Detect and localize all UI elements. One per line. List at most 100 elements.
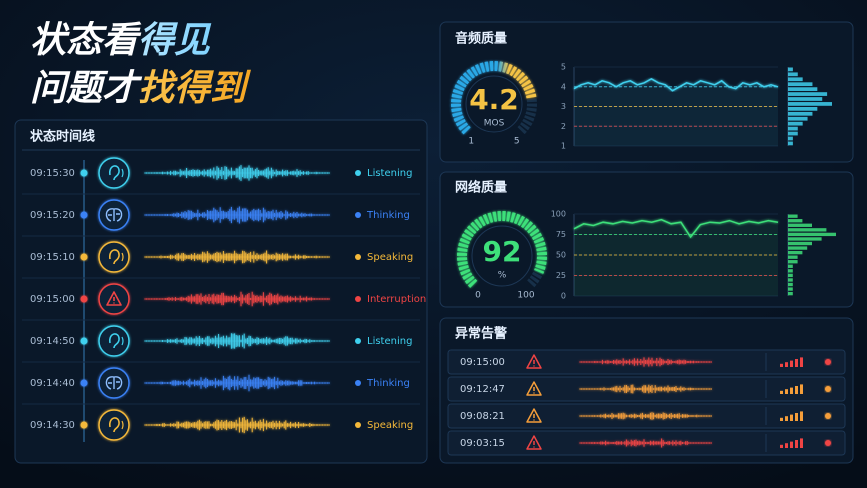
signal-bar bbox=[795, 386, 798, 394]
gauge-min: 0 bbox=[475, 290, 481, 300]
gauge-inner bbox=[471, 225, 533, 287]
time-label: 09:15:20 bbox=[30, 210, 75, 221]
histogram-bar bbox=[788, 107, 818, 111]
histogram-bar bbox=[788, 264, 793, 268]
y-tick-label: 1 bbox=[561, 142, 566, 151]
histogram-bar bbox=[788, 246, 808, 250]
signal-bar bbox=[785, 389, 788, 394]
ear-icon bbox=[109, 165, 120, 181]
signal-bar bbox=[790, 441, 793, 448]
headline-part: 找得到 bbox=[138, 68, 251, 109]
headline-part: 状态看 bbox=[30, 20, 142, 61]
gauge-unit: % bbox=[498, 271, 507, 281]
histogram-bar bbox=[788, 121, 803, 126]
status-dot bbox=[355, 338, 361, 344]
status-icon bbox=[98, 409, 130, 441]
signal-bar bbox=[790, 387, 793, 394]
status-label: Listening bbox=[367, 168, 412, 179]
histogram-bar bbox=[788, 232, 836, 237]
y-tick-label: 25 bbox=[556, 271, 566, 280]
waveform bbox=[144, 333, 330, 349]
histogram-bar bbox=[788, 141, 793, 146]
histogram-bar bbox=[788, 278, 793, 282]
alert-icon bbox=[526, 381, 542, 396]
headline-part: 问题才 bbox=[30, 68, 143, 109]
time-label: 09:14:30 bbox=[30, 420, 75, 431]
timeline-dot bbox=[80, 295, 88, 303]
panel-title: 状态时间线 bbox=[30, 129, 95, 145]
signal-bar bbox=[795, 413, 798, 421]
signal-bar bbox=[780, 390, 783, 394]
gauge-min: 1 bbox=[468, 136, 474, 146]
area bbox=[574, 219, 778, 296]
waveform bbox=[144, 206, 330, 224]
y-tick-label: 2 bbox=[561, 122, 566, 131]
status-dot bbox=[355, 212, 361, 218]
histogram-bar bbox=[788, 241, 812, 246]
time-label: 09:15:30 bbox=[30, 168, 75, 179]
ear-icon bbox=[109, 333, 120, 349]
signal-bar bbox=[790, 360, 793, 367]
signal-bar bbox=[785, 443, 788, 448]
y-tick-label: 5 bbox=[561, 63, 566, 72]
status-label: Speaking bbox=[367, 252, 413, 263]
signal-bar bbox=[800, 438, 803, 448]
brain-icon bbox=[105, 208, 123, 222]
waveform bbox=[144, 250, 330, 264]
histogram-bar bbox=[788, 77, 803, 82]
gauge-inner bbox=[465, 75, 523, 133]
timeline-dot bbox=[80, 337, 88, 345]
alert-dot bbox=[825, 386, 831, 392]
panel-title: 异常告警 bbox=[455, 326, 507, 342]
waveform bbox=[579, 357, 712, 367]
line bbox=[573, 218, 779, 239]
waveform bbox=[579, 384, 712, 394]
histogram-bar bbox=[788, 223, 812, 227]
histogram-bar bbox=[788, 273, 793, 278]
waveform bbox=[144, 165, 330, 181]
headline: 状态看得见 bbox=[30, 20, 212, 61]
signal-bar bbox=[800, 357, 803, 367]
timeline-panel bbox=[14, 119, 428, 464]
signal-bar bbox=[800, 411, 803, 421]
waveform bbox=[579, 412, 712, 420]
alert-icon bbox=[526, 354, 542, 369]
y-tick-label: 75 bbox=[556, 230, 566, 239]
waveform bbox=[579, 438, 712, 448]
histogram-bar bbox=[788, 87, 818, 91]
histogram-bar bbox=[788, 260, 798, 264]
alert-time: 09:08:21 bbox=[460, 411, 505, 422]
signal-bar bbox=[785, 362, 788, 367]
y-tick-label: 3 bbox=[561, 102, 566, 111]
gauge-number: 4.2 bbox=[469, 83, 519, 116]
time-label: 09:15:00 bbox=[30, 294, 75, 305]
signal-bar bbox=[780, 444, 783, 448]
status-label: Thinking bbox=[366, 210, 410, 221]
histogram-bar bbox=[788, 72, 798, 77]
status-label: Speaking bbox=[367, 420, 413, 431]
histogram-bar bbox=[788, 269, 793, 273]
status-dot bbox=[355, 296, 361, 302]
area bbox=[574, 78, 778, 146]
sound-waves bbox=[121, 168, 124, 178]
alert-dot bbox=[825, 440, 831, 446]
status-label: Thinking bbox=[366, 378, 410, 389]
y-tick-label: 0 bbox=[561, 292, 566, 301]
histogram-bar bbox=[788, 250, 803, 255]
line bbox=[573, 77, 779, 92]
status-dot bbox=[355, 170, 361, 176]
alert-icon bbox=[526, 435, 542, 450]
status-dot bbox=[355, 254, 361, 260]
alert-dot bbox=[825, 413, 831, 419]
status-dot bbox=[355, 422, 361, 428]
signal-bar bbox=[780, 363, 783, 367]
alert-time: 09:03:15 bbox=[460, 438, 505, 449]
ear-icon bbox=[109, 249, 120, 265]
histogram-bar bbox=[788, 282, 793, 287]
signal-bar bbox=[785, 416, 788, 421]
headline: 问题才找得到 bbox=[30, 68, 251, 109]
time-label: 09:15:10 bbox=[30, 252, 75, 263]
signal-bar bbox=[800, 384, 803, 394]
status-label: Listening bbox=[367, 336, 412, 347]
